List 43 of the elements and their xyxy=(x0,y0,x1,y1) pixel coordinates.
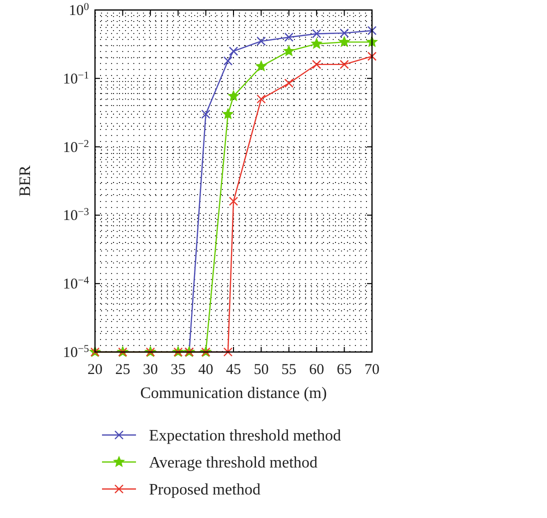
legend-label: Average threshold method xyxy=(149,454,318,472)
point xyxy=(223,56,233,66)
point xyxy=(256,94,266,104)
x-axis-title: Communication distance (m) xyxy=(140,385,327,402)
legend-label: Proposed method xyxy=(149,482,261,498)
x-tick-label: 20 xyxy=(88,362,102,378)
y-tick-label: 10$^{−4}$ xyxy=(62,275,90,293)
x-tick-label: 40 xyxy=(198,362,214,378)
y-tick-label: 10$^{−5}$ xyxy=(62,344,89,361)
x-tick-label: 65 xyxy=(336,362,352,378)
y-tick-label: 10$^{−3}$ xyxy=(62,206,89,224)
point xyxy=(367,52,377,61)
point xyxy=(312,29,322,38)
point xyxy=(367,26,377,36)
x-tick-label: 45 xyxy=(226,362,241,378)
x-tick-label: 35 xyxy=(170,362,186,378)
point xyxy=(228,90,239,101)
x-tick-label: 55 xyxy=(281,362,296,378)
point xyxy=(284,46,294,56)
point xyxy=(228,196,238,206)
x-tick-label: 50 xyxy=(254,362,269,378)
y-axis-title: BER xyxy=(17,165,34,197)
point xyxy=(312,60,322,70)
point xyxy=(340,60,349,70)
x-tick-label: 30 xyxy=(142,362,158,378)
point xyxy=(284,78,294,88)
point xyxy=(339,36,350,47)
y-tick-label: 10$^{−2}$ xyxy=(62,138,89,156)
point xyxy=(256,36,266,46)
legend-label: Expectation threshold method xyxy=(149,428,341,444)
x-tick-label: 60 xyxy=(309,362,324,378)
y-tick-label: 10$^{−1}$ xyxy=(62,70,89,88)
x-tick-label: 25 xyxy=(115,362,130,378)
point xyxy=(311,38,322,48)
point xyxy=(340,28,349,38)
x-tick-label: 70 xyxy=(364,362,380,378)
y-tick-label: 10$^{0}$ xyxy=(68,2,89,19)
point xyxy=(256,60,266,71)
point xyxy=(222,108,234,119)
point xyxy=(201,110,210,119)
point xyxy=(223,347,233,357)
point xyxy=(284,32,294,42)
point xyxy=(228,46,238,56)
